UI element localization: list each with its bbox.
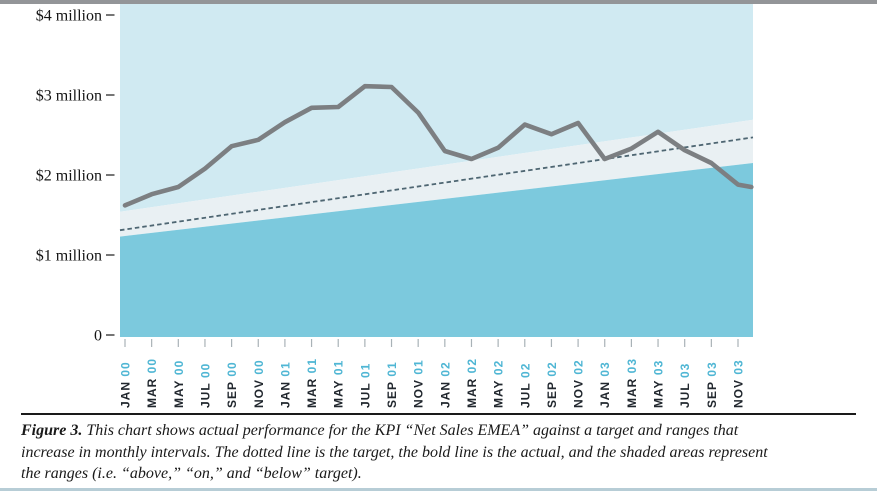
caption-divider-line [21,413,856,415]
x-axis-label: MAY 01 [332,360,346,408]
y-axis-label: $3 million [36,88,102,105]
x-axis-label: NOV 00 [252,359,266,408]
bottom-edge-line [0,488,877,491]
x-axis-label: MAY 00 [172,360,186,408]
x-axis-label: MAY 02 [492,360,506,408]
x-axis-label: MAY 03 [652,360,666,408]
top-divider-bar [0,0,877,4]
actual-series-line [122,83,754,208]
y-axis-label: 0 [94,328,102,345]
x-axis-label: SEP 02 [545,361,559,408]
caption-line-1: Figure 3. This chart shows actual perfor… [21,420,847,442]
caption-text-3: the ranges (i.e. “above,” “on,” and “bel… [21,465,362,482]
caption-text-2: increase in monthly intervals. The dotte… [21,443,768,461]
x-axis-label: JAN 02 [438,361,452,408]
band-above-target [120,4,753,212]
figure-caption: Figure 3. This chart shows actual perfor… [21,420,847,485]
x-axis-label: MAR 00 [145,358,159,408]
x-axis-label: MAR 01 [305,358,319,408]
x-axis-label: JUL 03 [678,363,692,408]
caption-text-1: This chart shows actual performance for … [82,422,739,439]
x-axis-label: NOV 02 [572,359,586,408]
x-axis-label: JUL 00 [198,363,212,408]
x-axis-label: SEP 00 [225,361,239,408]
x-axis-label: JAN 03 [598,361,612,408]
x-axis-label: SEP 03 [705,361,719,408]
band-below-target [120,163,753,337]
x-axis-label: SEP 01 [385,361,399,408]
y-axis-label: $4 million [36,8,102,25]
x-axis-label: JAN 01 [278,361,292,408]
x-axis-label: JUL 01 [358,363,372,408]
x-axis-label: MAR 02 [465,358,479,408]
figure-number-label: Figure 3. [21,422,83,439]
x-axis-label: JUL 02 [518,363,532,408]
x-axis-label: NOV 01 [412,359,426,408]
caption-line-2: increase in monthly intervals. The dotte… [21,442,847,464]
y-axis-label: $1 million [36,248,102,265]
caption-line-3: the ranges (i.e. “above,” “on,” and “bel… [21,463,847,485]
target-dashed-line [119,136,754,232]
net-sales-emea-chart: $4 million $3 million $2 million $1 million… [36,4,754,408]
x-axis-label: JAN 00 [119,361,133,408]
y-axis-label: $2 million [36,168,102,185]
x-axis-label: NOV 03 [732,359,746,408]
x-axis-label: MAR 03 [625,358,639,408]
